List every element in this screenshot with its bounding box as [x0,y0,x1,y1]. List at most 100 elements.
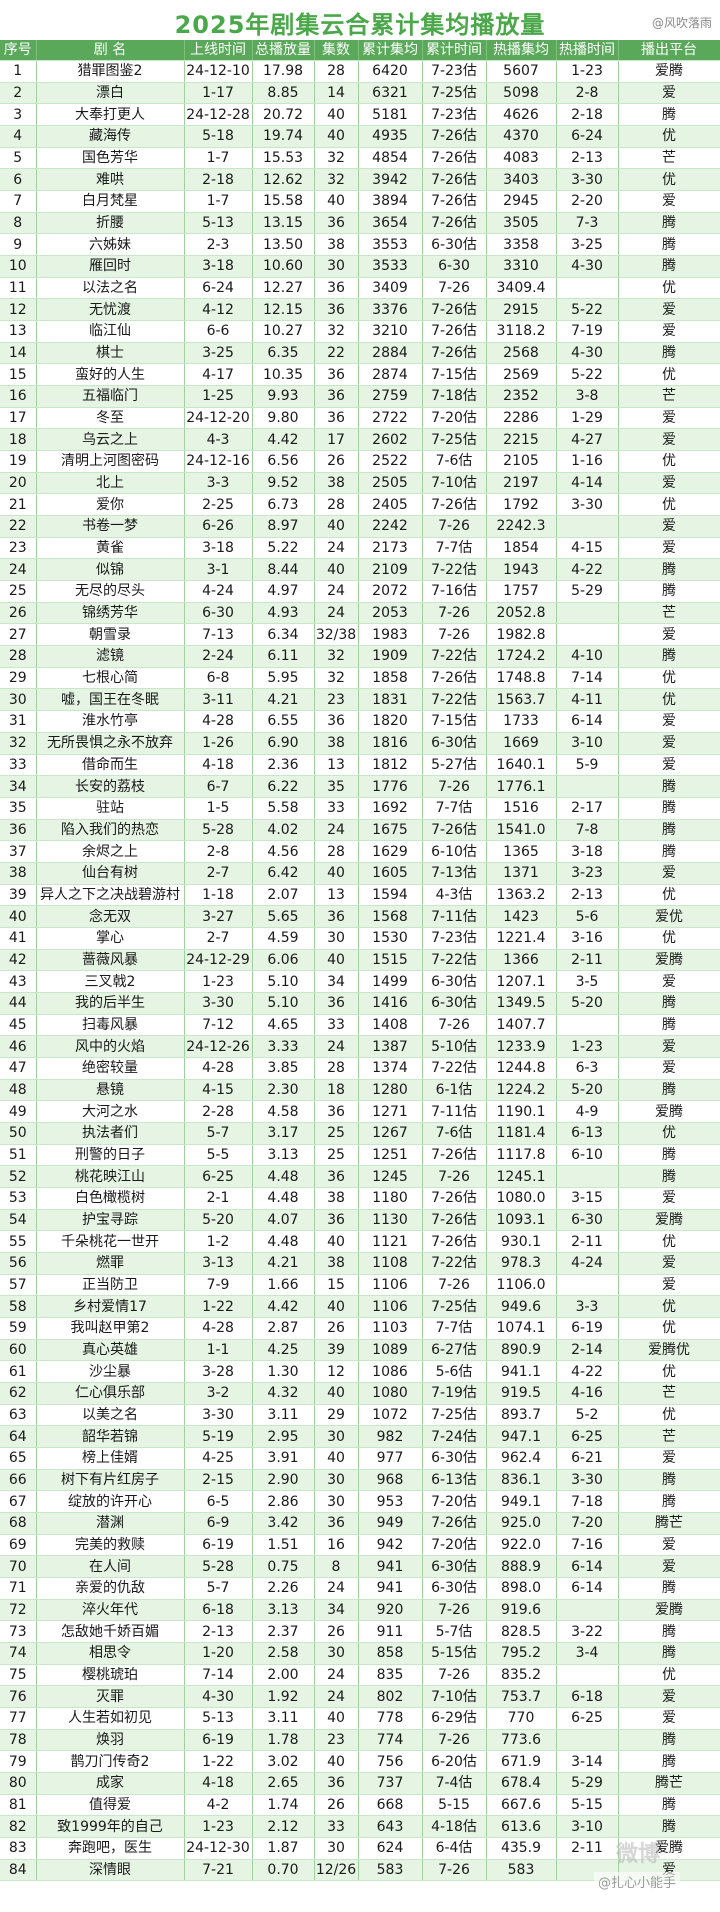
total-views-cell: 3.13 [252,1599,315,1622]
episodes-cell: 30 [314,1425,359,1448]
rank-cell: 11 [0,277,37,300]
episodes-cell: 40 [314,1295,359,1318]
cumulative-avg-cell: 1106 [358,1295,423,1318]
release-date-cell: 4-25 [184,1447,253,1470]
cumulative-avg-cell: 1374 [358,1057,423,1080]
title-cell: 借命而生 [36,754,185,777]
cumulative-avg-cell: 2173 [358,537,423,560]
episodes-cell: 40 [314,862,359,885]
cumulative-date-cell: 7-10估 [422,472,487,495]
peak-avg-cell: 2286 [486,407,557,430]
total-views-cell: 5.10 [252,970,315,993]
peak-date-cell: 3-8 [556,385,619,408]
peak-avg-cell: 4626 [486,103,557,127]
episodes-cell: 33 [314,797,359,820]
title-cell: 难哄 [36,168,185,192]
table-row: 62 仁心俱乐部 3-2 4.32 40 1080 7-19估 919.5 4-16 芒 [0,1382,720,1405]
release-date-cell: 4-24 [184,580,253,603]
peak-date-cell [556,623,619,647]
peak-date-cell: 2-11 [556,1230,619,1253]
cumulative-avg-cell: 1816 [358,732,423,755]
platform-cell: 腾 [618,775,720,798]
title-cell: 鹊刀门传奇2 [36,1750,185,1774]
table-row: 25 无尽的尽头 4-24 4.97 24 2072 7-16估 1757 5-29 腾 [0,580,720,603]
cumulative-avg-cell: 1408 [358,1014,423,1037]
peak-avg-cell: 1366 [486,949,557,972]
peak-avg-cell: 836.1 [486,1469,557,1492]
title-cell: 国色芳华 [36,147,185,170]
total-views-cell: 3.42 [252,1512,315,1535]
episodes-cell: 26 [314,1317,359,1340]
episodes-cell: 8 [314,1555,359,1579]
table-row: 40 念无双 3-27 5.65 36 1568 7-11估 1423 5-6 爱优 [0,905,720,928]
cumulative-avg-cell: 1080 [358,1382,423,1405]
rank-cell: 58 [0,1295,37,1318]
rank-cell: 66 [0,1469,37,1492]
peak-avg-cell: 1516 [486,797,557,820]
table-row: 39 异人之下之决战碧游村 1-18 2.07 13 1594 4-3估 1363.2 2-13… [0,884,720,907]
title-cell: 余烬之上 [36,840,185,863]
rank-cell: 1 [0,60,37,83]
watermark-bottom: @扎心小能手 [593,1872,680,1891]
total-views-cell: 4.56 [252,840,315,863]
release-date-cell: 1-18 [184,884,253,907]
peak-avg-cell: 1371 [486,862,557,885]
column-header: 累计时间 [422,40,487,61]
peak-avg-cell: 1363.2 [486,884,557,907]
rank-cell: 4 [0,125,37,148]
cumulative-date-cell: 6-4估 [422,1837,487,1860]
peak-date-cell: 6-14 [556,1577,619,1600]
platform-cell: 优 [618,1230,720,1253]
rank-cell: 62 [0,1382,37,1405]
cumulative-avg-cell: 1103 [358,1317,423,1340]
total-views-cell: 6.06 [252,949,315,972]
title-cell: 执法者们 [36,1122,185,1145]
cumulative-avg-cell: 6420 [358,60,423,83]
peak-date-cell [556,277,619,300]
table-row: 72 淬火年代 6-18 3.13 34 920 7-26 919.6 爱腾 [0,1599,720,1622]
total-views-cell: 4.42 [252,1295,315,1318]
table-row: 56 燃罪 3-13 4.21 38 1108 7-22估 978.3 4-24 爱 [0,1252,720,1275]
peak-date-cell: 3-3 [556,1295,619,1318]
total-views-cell: 3.11 [252,1404,315,1427]
title-cell: 风中的火焰 [36,1035,185,1058]
total-views-cell: 5.58 [252,797,315,820]
title-cell: 绽放的许开心 [36,1490,185,1514]
peak-avg-cell: 925.0 [486,1512,557,1535]
rank-cell: 12 [0,298,37,322]
peak-date-cell: 5-20 [556,992,619,1015]
episodes-cell: 36 [314,385,359,408]
cumulative-date-cell: 7-26估 [422,298,487,322]
total-views-cell: 9.52 [252,472,315,495]
table-row: 84 深情眼 7-21 0.70 12/26 583 7-26 583 爱 [0,1859,720,1882]
total-views-cell: 9.80 [252,407,315,430]
peak-avg-cell: 3505 [486,212,557,235]
peak-date-cell: 4-11 [556,688,619,712]
cumulative-date-cell: 4-3估 [422,884,487,907]
cumulative-date-cell: 7-26 [422,602,487,625]
title-cell: 无所畏惧之永不放弃 [36,732,185,755]
total-views-cell: 2.12 [252,1815,315,1839]
title-cell: 无尽的尽头 [36,580,185,603]
cumulative-avg-cell: 953 [358,1490,423,1514]
rank-cell: 74 [0,1642,37,1665]
cumulative-avg-cell: 1267 [358,1122,423,1145]
release-date-cell: 4-28 [184,1317,253,1340]
cumulative-date-cell: 7-26估 [422,320,487,343]
title-cell: 樱桃琥珀 [36,1664,185,1687]
cumulative-date-cell: 7-23估 [422,927,487,950]
peak-avg-cell: 1074.1 [486,1317,557,1340]
platform-cell: 腾 [618,1620,720,1644]
cumulative-date-cell: 6-13估 [422,1469,487,1492]
release-date-cell: 24-12-16 [184,450,253,473]
cumulative-avg-cell: 2759 [358,385,423,408]
table-row: 2 漂白 1-17 8.85 14 6321 7-25估 5098 2-8 爱 [0,82,720,105]
total-views-cell: 4.21 [252,1252,315,1275]
title-cell: 扫毒风暴 [36,1014,185,1037]
table-row: 76 灭罪 4-30 1.92 24 802 7-10估 753.7 6-18 爱 [0,1685,720,1709]
peak-date-cell [556,602,619,625]
peak-date-cell: 6-24 [556,125,619,148]
episodes-cell: 12 [314,1360,359,1383]
platform-cell: 优 [618,688,720,712]
table-row: 77 人生若如初见 5-13 3.11 40 778 6-29估 770 6-25 爱 [0,1707,720,1730]
